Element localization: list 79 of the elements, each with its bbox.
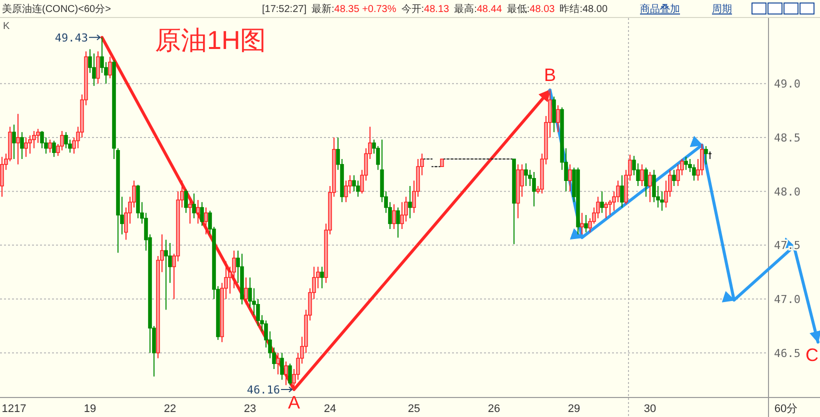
text: 周期	[712, 3, 732, 15]
candlestick	[276, 352, 280, 375]
y-tick-label: 49.0	[774, 78, 800, 91]
candlestick	[532, 171, 536, 207]
x-tick-label: 24	[324, 403, 336, 415]
text: [17:52:27]	[262, 4, 307, 15]
candlestick	[600, 190, 604, 214]
candlestick	[92, 53, 96, 86]
annotation: K	[3, 21, 10, 32]
y-tick-label: 46.5	[774, 346, 800, 360]
candlestick	[644, 167, 648, 198]
y-tick-label: 48.0	[774, 185, 800, 198]
candlestick	[408, 185, 412, 219]
text: 48.03	[530, 4, 556, 15]
candlestick	[568, 164, 572, 192]
candlestick	[288, 363, 292, 386]
candlestick	[244, 276, 248, 305]
candlestick	[584, 214, 588, 233]
candlestick	[704, 146, 708, 165]
candlestick	[52, 140, 56, 158]
text: 48.13	[424, 4, 450, 15]
candlestick	[12, 124, 16, 160]
candlestick	[672, 169, 676, 186]
candlestick	[96, 50, 100, 84]
text: 美原油连(CONC)<60分>	[2, 3, 112, 15]
candlestick	[200, 202, 204, 226]
text: 48.44	[476, 4, 502, 15]
annotation: 49.43	[54, 31, 88, 44]
candlestick	[0, 156, 4, 198]
x-tick-label: 1217	[2, 403, 26, 415]
text: 商品叠加	[640, 3, 680, 15]
chart-title: 原油1H图	[155, 25, 266, 55]
y-tick-label: 48.5	[774, 132, 800, 145]
candlestick	[24, 137, 28, 158]
x-tick-label: 19	[84, 403, 96, 415]
candlestick	[640, 164, 644, 186]
candlestick	[580, 212, 584, 235]
candlestick	[184, 188, 188, 214]
candlestick	[48, 139, 52, 154]
text: 最新:	[311, 3, 334, 15]
candlestick	[604, 202, 608, 219]
candlestick	[280, 352, 284, 380]
annotation: B	[544, 65, 556, 86]
text: 昨结:48.00	[560, 3, 608, 15]
x-tick-label: 29	[568, 403, 580, 415]
candlestick	[196, 199, 200, 224]
x-tick-label: 25	[408, 403, 420, 415]
candlestick	[552, 96, 556, 133]
candlestick	[16, 113, 20, 165]
x-tick-label: 23	[244, 403, 256, 415]
candlestick	[392, 204, 396, 230]
candlestick	[524, 162, 528, 186]
candlestick	[164, 239, 168, 310]
text: 最低:	[506, 4, 530, 15]
candlestick	[284, 360, 288, 386]
x-tick-label: 26	[488, 403, 500, 415]
text: 今开:	[401, 3, 424, 15]
annotation: C	[806, 345, 818, 366]
y-tick-label: 47.0	[774, 293, 800, 306]
candlestick	[108, 56, 112, 79]
candlestick	[648, 171, 652, 203]
x-tick-label: 60分	[774, 403, 798, 415]
candlestick	[20, 132, 24, 160]
candlestick	[204, 207, 208, 235]
candlestick	[64, 132, 68, 149]
candlestick	[620, 174, 624, 208]
text: 最高:	[454, 3, 477, 15]
annotation: 46.16	[246, 383, 280, 396]
candlestick	[320, 266, 324, 289]
candlestick	[396, 207, 400, 238]
text: 48.35 +0.73%	[334, 4, 396, 15]
annotation: A	[288, 392, 300, 412]
x-tick-label: 30	[644, 403, 656, 415]
x-tick-label: 22	[164, 403, 176, 415]
candlestick	[28, 134, 32, 154]
candlestick	[188, 196, 192, 224]
candlestick	[556, 104, 560, 133]
candlestick	[684, 156, 688, 170]
candlestick	[192, 193, 196, 219]
